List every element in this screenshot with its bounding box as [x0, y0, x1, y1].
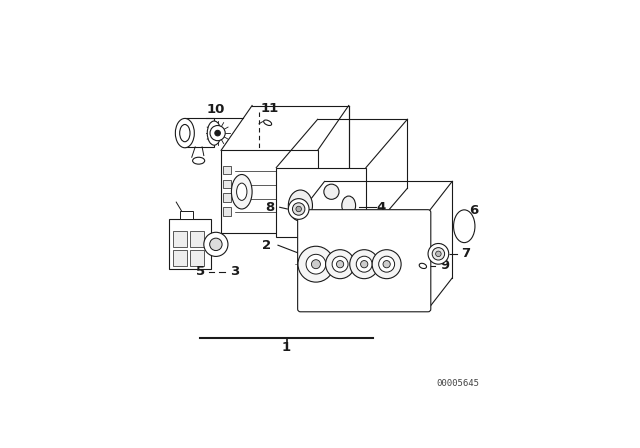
Ellipse shape [180, 125, 190, 142]
Bar [304, 171, 319, 212]
Bar [223, 207, 232, 216]
FancyBboxPatch shape [298, 210, 431, 312]
Circle shape [360, 261, 368, 268]
Text: 00005645: 00005645 [436, 379, 480, 388]
Circle shape [372, 250, 401, 279]
Bar [190, 250, 204, 266]
Circle shape [296, 206, 301, 212]
Circle shape [428, 243, 449, 264]
Text: 3: 3 [230, 265, 239, 278]
Bar [223, 180, 232, 188]
Ellipse shape [175, 118, 195, 148]
Ellipse shape [454, 210, 475, 243]
Text: 9: 9 [440, 259, 449, 272]
Circle shape [326, 214, 337, 225]
Bar [173, 250, 187, 266]
Text: 7: 7 [461, 247, 470, 260]
Ellipse shape [419, 263, 426, 268]
Ellipse shape [207, 121, 221, 145]
Circle shape [215, 130, 220, 136]
Circle shape [324, 184, 339, 199]
Text: 11: 11 [260, 103, 278, 116]
Ellipse shape [193, 157, 205, 164]
Bar [223, 166, 232, 174]
Circle shape [210, 238, 222, 250]
Text: 8: 8 [266, 201, 275, 214]
Ellipse shape [289, 190, 312, 221]
Circle shape [210, 125, 225, 141]
Bar [221, 151, 317, 233]
Circle shape [337, 261, 344, 268]
Bar [276, 168, 366, 237]
Text: 2: 2 [262, 239, 271, 252]
Circle shape [204, 232, 228, 256]
Ellipse shape [264, 120, 271, 125]
Circle shape [356, 256, 372, 272]
Bar [180, 211, 193, 220]
Circle shape [292, 203, 305, 215]
Circle shape [306, 254, 326, 274]
Circle shape [432, 248, 445, 260]
Circle shape [349, 250, 379, 279]
Ellipse shape [342, 196, 356, 215]
Circle shape [298, 246, 334, 282]
Ellipse shape [232, 174, 252, 209]
Bar [185, 117, 214, 147]
Circle shape [332, 256, 348, 272]
Circle shape [289, 198, 309, 220]
Ellipse shape [237, 183, 247, 200]
Circle shape [383, 261, 390, 268]
Text: 6: 6 [469, 204, 479, 217]
Circle shape [326, 250, 355, 279]
Bar [170, 220, 211, 269]
Circle shape [312, 260, 321, 269]
Bar [190, 232, 204, 247]
Bar [173, 232, 187, 247]
Text: 10: 10 [207, 103, 225, 116]
Text: 5: 5 [196, 265, 205, 278]
Circle shape [379, 256, 395, 272]
Bar [223, 194, 232, 202]
Text: 4: 4 [377, 201, 386, 214]
Circle shape [436, 251, 441, 257]
Text: 1: 1 [282, 341, 291, 354]
